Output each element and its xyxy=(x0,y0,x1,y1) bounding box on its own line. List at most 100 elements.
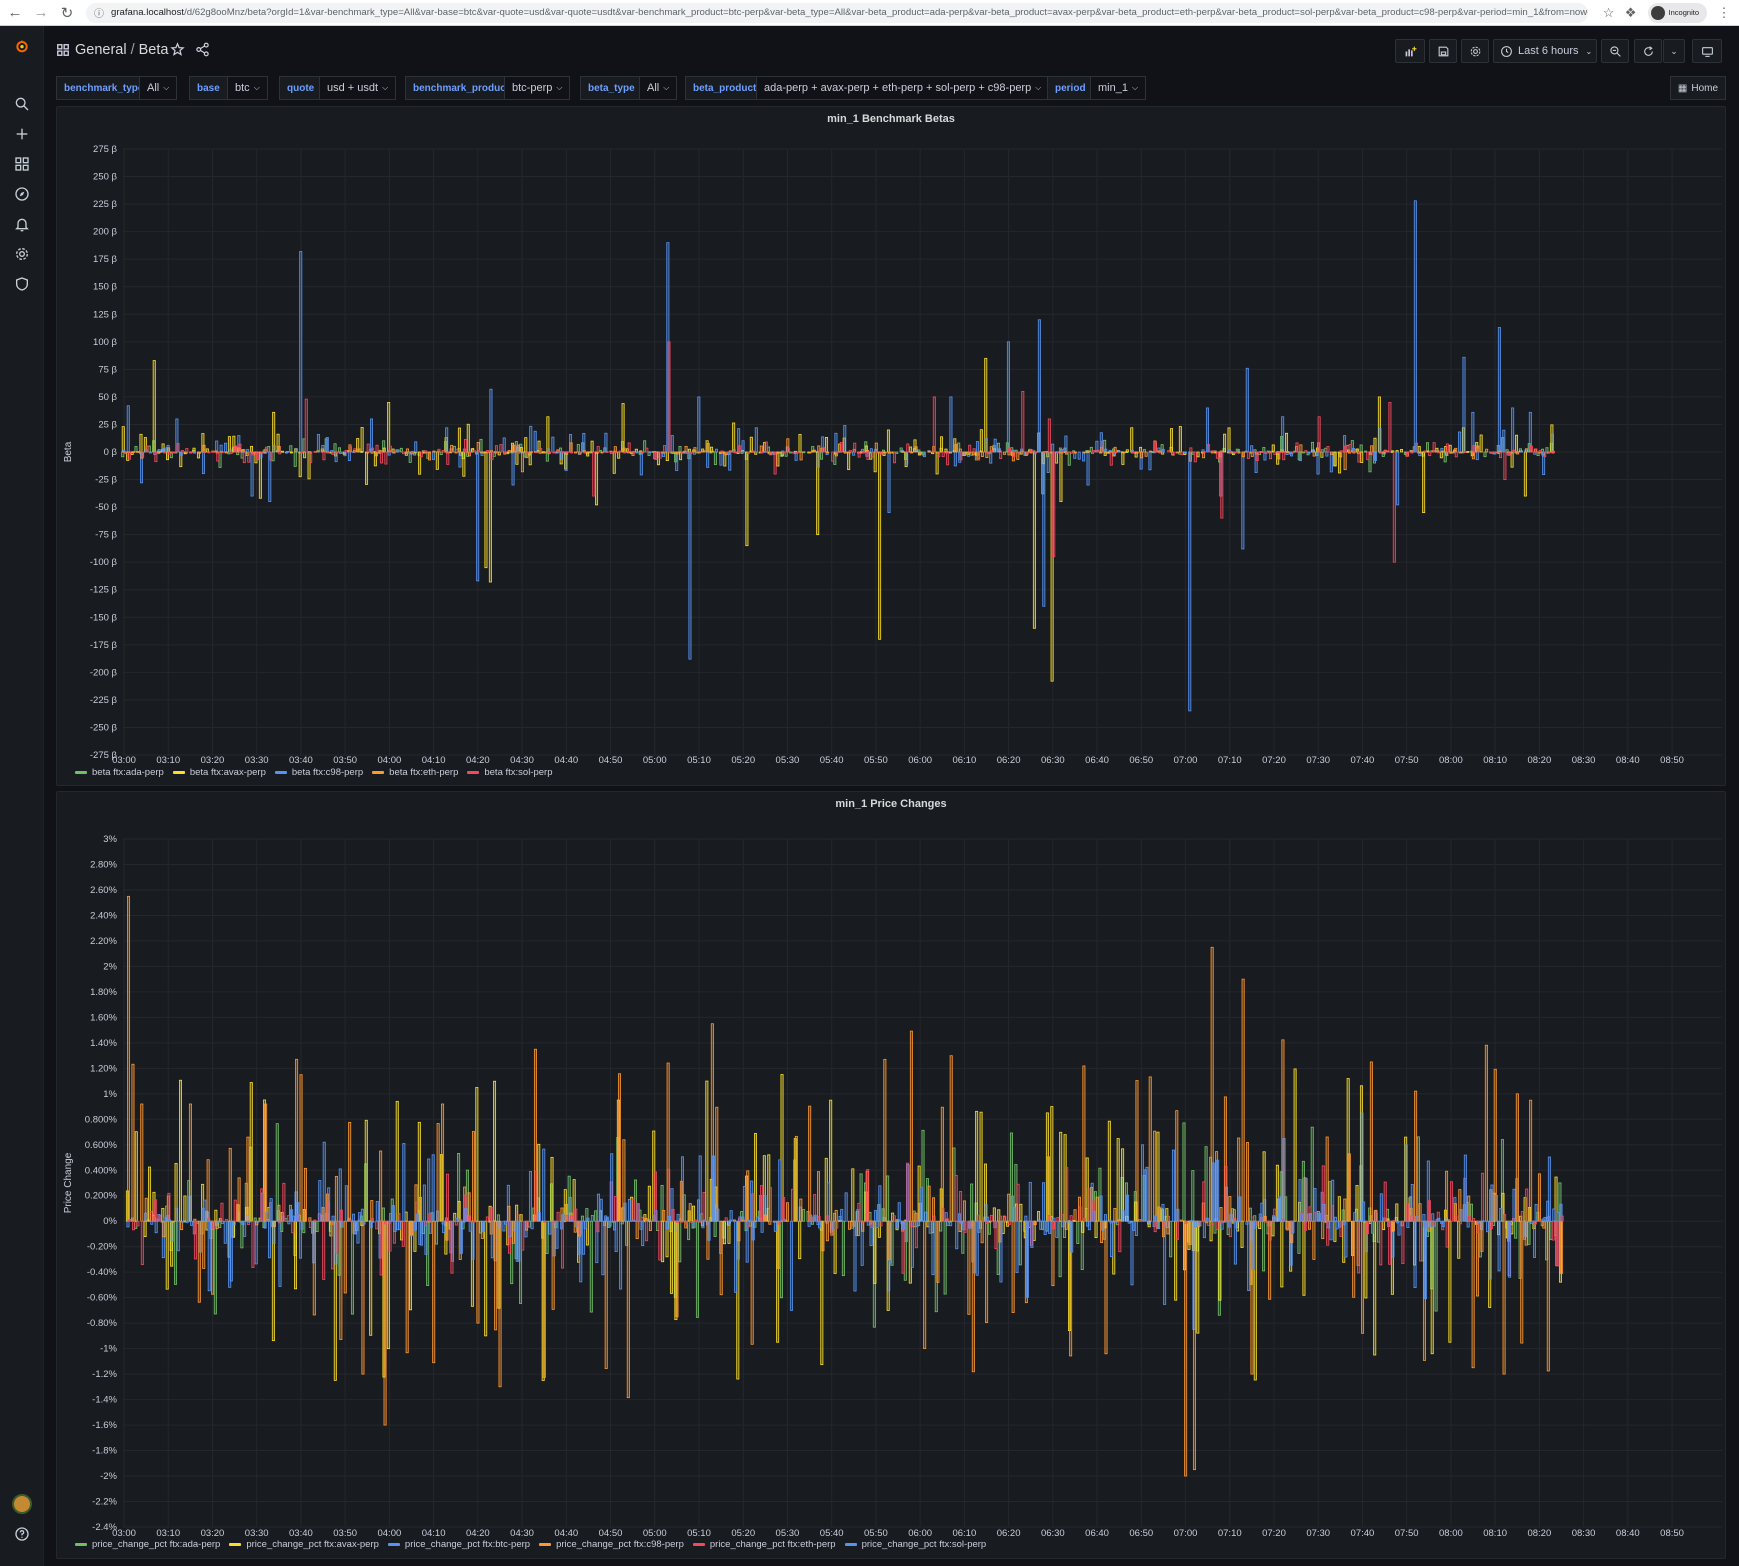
bar xyxy=(1246,1142,1250,1222)
page-title[interactable]: Beta xyxy=(138,42,169,58)
bar xyxy=(207,1218,211,1222)
bar xyxy=(614,1196,618,1222)
bar xyxy=(178,1079,182,1222)
legend-item[interactable]: beta ftx:sol-perp xyxy=(467,767,552,778)
variable-select-benchmark-product[interactable]: btc-perp ⌵ xyxy=(504,76,571,100)
legend-item[interactable]: beta ftx:c98-perp xyxy=(274,767,363,778)
bar xyxy=(171,1220,175,1223)
bar xyxy=(768,1220,772,1225)
x-tick-label: 07:00 xyxy=(1174,755,1198,766)
legend-item[interactable]: price_change_pct ftx:sol-perp xyxy=(844,1539,986,1550)
legend-item[interactable]: price_change_pct ftx:ada-perp xyxy=(75,1539,220,1550)
bar xyxy=(1361,1220,1365,1334)
bar xyxy=(1280,1220,1284,1288)
bar xyxy=(1016,1183,1020,1222)
bar xyxy=(295,1058,299,1222)
panel-title[interactable]: min_1 Price Changes xyxy=(835,798,947,810)
legend-item[interactable]: beta ftx:ada-perp xyxy=(75,767,164,778)
bar xyxy=(1070,1220,1074,1253)
plus-icon[interactable] xyxy=(10,122,34,146)
bar xyxy=(451,1220,455,1262)
bar xyxy=(1410,451,1414,454)
help-icon[interactable] xyxy=(10,1522,34,1546)
bar xyxy=(308,1220,312,1228)
bar xyxy=(1423,450,1427,453)
star-icon[interactable] xyxy=(170,42,185,57)
bar xyxy=(949,1220,953,1227)
bar xyxy=(1325,1136,1329,1222)
legend-label: price_change_pct ftx:ada-perp xyxy=(92,1538,221,1550)
dashboard-settings-button[interactable] xyxy=(1461,39,1489,63)
grafana-logo-icon[interactable] xyxy=(10,34,34,58)
browser-menu-icon[interactable]: ⋮ xyxy=(1717,4,1731,20)
x-tick-label: 03:30 xyxy=(245,755,269,766)
refresh-button[interactable] xyxy=(1634,39,1662,63)
incognito-profile-chip[interactable]: Incognito xyxy=(1647,2,1707,23)
bar xyxy=(753,1133,757,1222)
legend-item[interactable]: price_change_pct ftx:c98-perp xyxy=(539,1539,684,1550)
bar xyxy=(1551,1220,1555,1241)
time-range-picker[interactable]: Last 6 hours ⌄ xyxy=(1493,39,1597,63)
variable-select-beta-type[interactable]: All ⌵ xyxy=(639,76,678,100)
zoom-out-button[interactable] xyxy=(1601,39,1629,63)
bar xyxy=(1489,1220,1493,1230)
bookmark-star-icon[interactable]: ☆ xyxy=(1602,4,1615,20)
beta-bar-chart[interactable]: 275 β 250 β 225 β 200 β 175 β 150 β 125 β 100 β… xyxy=(57,107,1727,787)
x-tick-label: 04:40 xyxy=(554,1528,578,1539)
bar xyxy=(1454,447,1458,453)
explore-icon[interactable] xyxy=(10,182,34,206)
reload-icon[interactable]: ↻ xyxy=(60,4,74,22)
panel-title[interactable]: min_1 Benchmark Betas xyxy=(827,113,955,125)
legend-item[interactable]: price_change_pct ftx:avax-perp xyxy=(229,1539,379,1550)
home-button[interactable]: ▦ Home xyxy=(1670,76,1726,100)
save-dashboard-button[interactable] xyxy=(1429,39,1457,63)
user-avatar[interactable] xyxy=(12,1494,32,1514)
bar xyxy=(968,444,972,453)
share-icon[interactable] xyxy=(195,42,210,57)
search-icon[interactable] xyxy=(10,92,34,116)
bar xyxy=(1196,451,1200,458)
legend-item[interactable]: price_change_pct ftx:btc-perp xyxy=(387,1539,530,1550)
bar xyxy=(1205,1217,1209,1222)
legend-item[interactable]: beta ftx:avax-perp xyxy=(172,767,266,778)
extensions-puzzle-icon[interactable]: ❖ xyxy=(1624,4,1637,20)
bar xyxy=(1060,1214,1064,1222)
breadcrumb-folder[interactable]: General xyxy=(75,42,127,58)
panel-benchmark-betas[interactable]: min_1 Benchmark Betas 275 β 250 β 225 β 200… xyxy=(56,106,1726,786)
tv-mode-button[interactable] xyxy=(1692,39,1722,63)
alerting-bell-icon[interactable] xyxy=(10,212,34,236)
dashboards-icon[interactable] xyxy=(10,152,34,176)
bar xyxy=(167,447,171,453)
variable-select-base[interactable]: btc ⌵ xyxy=(227,76,268,100)
bar xyxy=(715,448,719,453)
bar xyxy=(747,451,751,454)
variable-select-period[interactable]: min_1 ⌵ xyxy=(1090,76,1147,100)
shield-icon[interactable] xyxy=(10,272,34,296)
price-change-bar-chart[interactable]: 3% 2.80% 2.60% 2.40% 2.20% 2% 1.80% 1.60% 1.40% 1… xyxy=(57,792,1727,1560)
bar xyxy=(374,451,378,457)
back-arrow-icon[interactable]: ← xyxy=(7,4,23,21)
bar xyxy=(1233,1217,1237,1222)
bar xyxy=(348,1219,352,1222)
site-info-icon[interactable]: ⓘ xyxy=(94,9,104,20)
bar xyxy=(671,1208,675,1222)
bar xyxy=(786,1202,790,1222)
gear-icon[interactable] xyxy=(10,242,34,266)
bar xyxy=(1246,451,1250,459)
bar xyxy=(198,451,202,454)
legend-item[interactable]: beta ftx:eth-perp xyxy=(372,767,458,778)
x-tick-label: 06:20 xyxy=(997,755,1021,766)
address-bar[interactable]: ⓘ grafana.localhost/d/62g8ooMnz/beta?org… xyxy=(86,2,1588,23)
variable-select-beta-product[interactable]: ada-perp + avax-perp + eth-perp + sol-pe… xyxy=(756,76,1050,100)
legend-item[interactable]: price_change_pct ftx:eth-perp xyxy=(692,1539,836,1550)
x-tick-label: 05:30 xyxy=(776,1528,800,1539)
bar xyxy=(963,451,967,456)
variable-select-quote[interactable]: usd + usdt ⌵ xyxy=(319,76,397,100)
add-panel-button[interactable] xyxy=(1395,39,1425,63)
bar xyxy=(941,451,945,458)
bar xyxy=(1364,450,1368,453)
refresh-interval-dropdown[interactable]: ⌄ xyxy=(1663,39,1685,63)
panel-price-changes[interactable]: min_1 Price Changes 3% 2.80% 2.60% 2.40% 2.2… xyxy=(56,791,1726,1559)
variable-select-benchmark-type[interactable]: All ⌵ xyxy=(139,76,178,100)
forward-arrow-icon[interactable]: → xyxy=(33,4,49,21)
